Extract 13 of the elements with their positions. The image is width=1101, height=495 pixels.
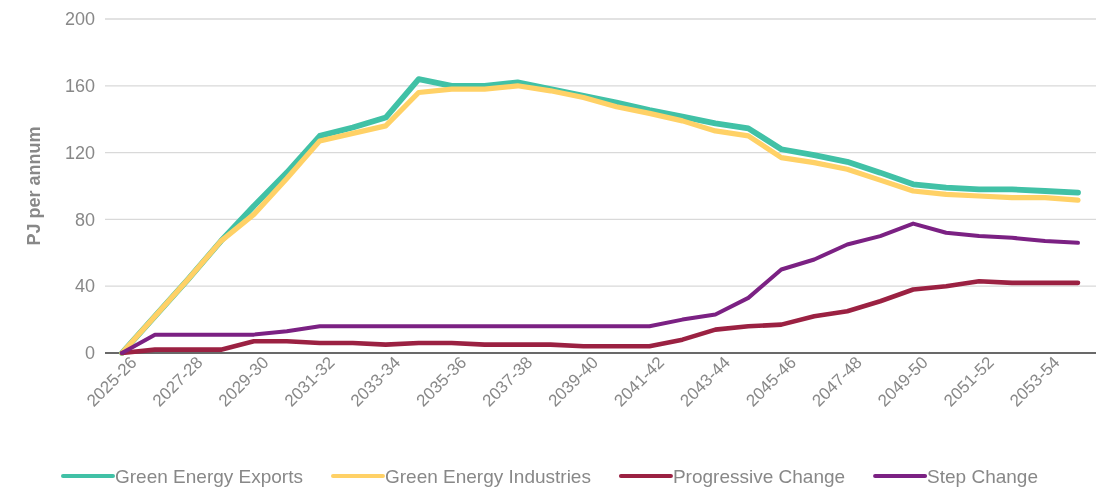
legend-label: Progressive Change	[672, 466, 846, 487]
y-tick-label: 40	[74, 276, 95, 297]
y-tick-label: 160	[64, 76, 95, 97]
y-tick-label: 200	[64, 9, 95, 30]
y-tick-label: 0	[84, 343, 95, 364]
line-series	[119, 278, 1081, 356]
y-tick-label: 120	[64, 142, 95, 163]
legend-label: Green Energy Exports	[114, 466, 303, 487]
legend-label: Step Change	[927, 466, 1039, 487]
line-series	[120, 221, 1080, 355]
y-tick-label: 80	[74, 209, 95, 230]
legend-label: Green Energy Industries	[384, 466, 591, 487]
y-axis-title: PJ per annum	[24, 126, 44, 246]
